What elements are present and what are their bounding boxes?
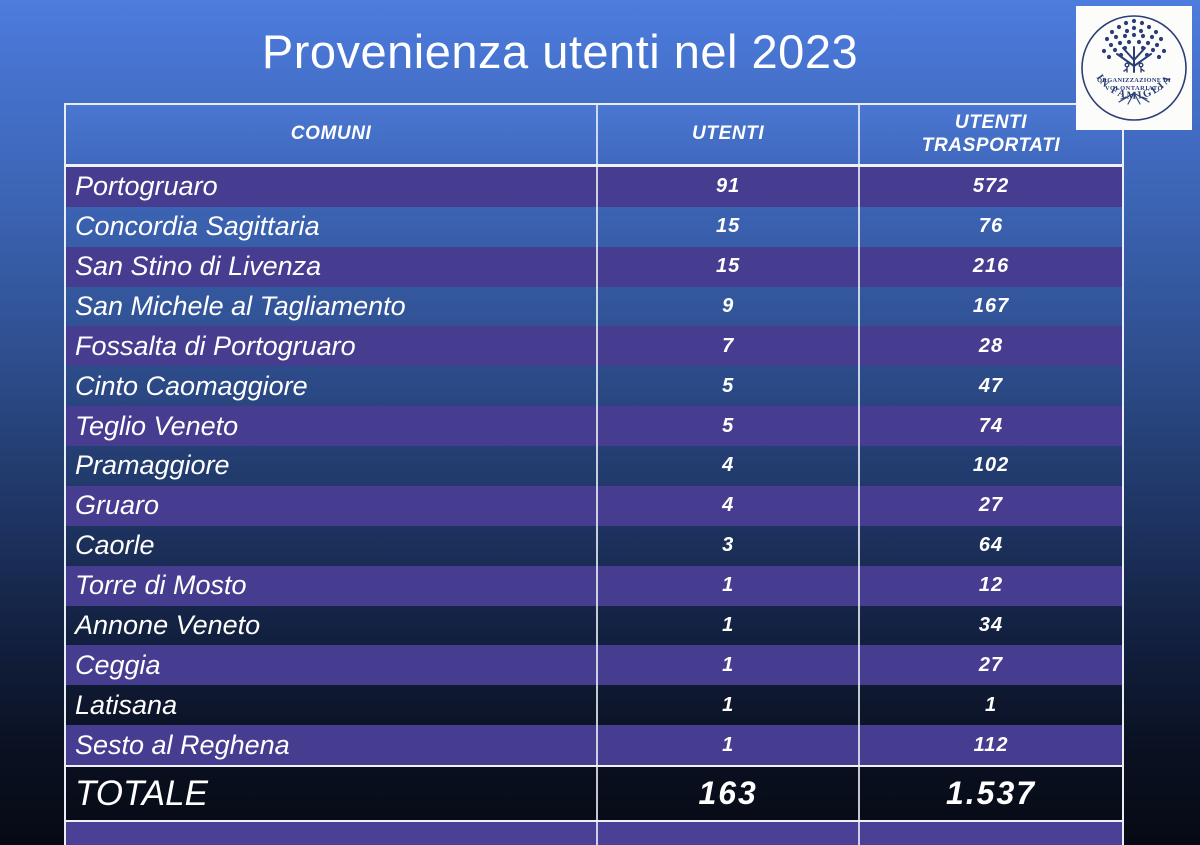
table-partial-row <box>66 822 1122 845</box>
comune-cell: Latisana <box>66 685 599 726</box>
header-label: COMUNI <box>290 123 372 145</box>
trasportati-cell: 28 <box>978 334 1004 357</box>
utenti-cell: 1 <box>598 605 861 646</box>
trasportati-cell: 216 <box>972 255 1010 278</box>
trasportati-cell: 112 <box>973 733 1009 756</box>
table-row: Ceggia 1 27 <box>66 645 1122 686</box>
total-utenti: 163 <box>598 767 861 820</box>
trasportati-cell: 102 <box>972 454 1010 477</box>
utenti-cell: 5 <box>598 366 861 407</box>
header-cell-utenti: UTENTI <box>598 105 861 164</box>
utenti-cell: 1 <box>598 725 861 765</box>
comune-cell: Ceggia <box>66 645 599 686</box>
table-row: Cinto Caomaggiore 5 47 <box>66 366 1122 407</box>
tree-roots-logo-icon: ORGANIZZAZIONE DI VOLONTARIATO IN FAMIGL… <box>1081 15 1187 121</box>
table-row: Concordia Sagittaria 15 76 <box>66 206 1122 247</box>
utenti-cell: 4 <box>598 446 861 486</box>
header-cell-utenti-trasportati: UTENTI TRASPORTATI <box>860 105 1122 164</box>
comune-cell: Gruaro <box>66 485 599 526</box>
comune-cell: Caorle <box>66 525 599 566</box>
trasportati-cell: 27 <box>978 494 1004 517</box>
table-row: San Michele al Tagliamento 9 167 <box>66 286 1122 327</box>
table-row: Teglio Veneto 5 74 <box>66 406 1122 447</box>
utenti-cell: 91 <box>598 167 861 207</box>
trasportati-cell: 76 <box>978 215 1004 238</box>
comune-cell: San Michele al Tagliamento <box>66 286 599 327</box>
logo-text-line2: VOLONTARIATO <box>1105 85 1163 92</box>
comune-cell: Pramaggiore <box>66 446 599 486</box>
table-row: Sesto al Reghena 1 112 <box>66 725 1122 765</box>
provenienza-table: COMUNI UTENTI UTENTI TRASPORTATI Portogr… <box>64 103 1124 845</box>
utenti-cell: 15 <box>598 206 861 247</box>
trasportati-cell: 47 <box>978 374 1004 397</box>
table-row: Gruaro 4 27 <box>66 485 1122 526</box>
utenti-cell: 9 <box>598 286 861 327</box>
table-row: Latisana 1 1 <box>66 685 1122 726</box>
trasportati-cell: 74 <box>978 414 1004 437</box>
utenti-cell: 7 <box>598 326 861 367</box>
table-row: Portogruaro 91 572 <box>66 167 1122 207</box>
utenti-cell: 4 <box>598 485 861 526</box>
comune-cell: Cinto Caomaggiore <box>66 366 599 407</box>
trasportati-cell: 12 <box>978 574 1004 597</box>
comune-cell: Fossalta di Portogruaro <box>66 326 599 367</box>
table-row: Fossalta di Portogruaro 7 28 <box>66 326 1122 367</box>
header-cell-comuni: COMUNI <box>66 105 599 164</box>
trasportati-cell: 27 <box>978 653 1004 676</box>
page-title: Provenienza utenti nel 2023 <box>261 25 859 78</box>
comune-cell: Teglio Veneto <box>66 406 599 447</box>
comune-cell: Sesto al Reghena <box>66 725 599 765</box>
utenti-cell: 15 <box>598 246 861 287</box>
organization-logo: ORGANIZZAZIONE DI VOLONTARIATO IN FAMIGL… <box>1076 6 1192 130</box>
total-trasportati: 1.537 <box>945 775 1037 811</box>
utenti-cell: 5 <box>598 406 861 447</box>
utenti-cell: 3 <box>598 525 861 566</box>
trasportati-cell: 64 <box>978 534 1004 557</box>
trasportati-cell: 167 <box>972 295 1010 318</box>
table-row: Caorle 3 64 <box>66 525 1122 566</box>
trasportati-cell: 34 <box>978 613 1004 636</box>
table-header-row: COMUNI UTENTI UTENTI TRASPORTATI <box>66 105 1122 167</box>
table-row: Torre di Mosto 1 12 <box>66 565 1122 606</box>
comune-cell: Concordia Sagittaria <box>66 206 599 247</box>
table-row: Annone Veneto 1 34 <box>66 605 1122 646</box>
utenti-cell: 1 <box>598 685 861 726</box>
comune-cell: Annone Veneto <box>66 605 599 646</box>
trasportati-cell: 1 <box>984 693 998 716</box>
table-row: Pramaggiore 4 102 <box>66 446 1122 486</box>
header-label: UTENTI TRASPORTATI <box>921 111 1061 156</box>
header-label: UTENTI <box>692 123 765 145</box>
logo-text-line1: ORGANIZZAZIONE DI <box>1097 77 1171 84</box>
comune-cell: Torre di Mosto <box>66 565 599 606</box>
comune-cell: San Stino di Livenza <box>66 246 599 287</box>
table-total-row: TOTALE 163 1.537 <box>66 765 1122 822</box>
total-label: TOTALE <box>66 767 599 820</box>
trasportati-cell: 572 <box>972 175 1010 198</box>
utenti-cell: 1 <box>598 565 861 606</box>
utenti-cell: 1 <box>598 645 861 686</box>
comune-cell: Portogruaro <box>66 167 599 207</box>
table-row: San Stino di Livenza 15 216 <box>66 246 1122 287</box>
table-body: Portogruaro 91 572 Concordia Sagittaria … <box>66 167 1122 765</box>
